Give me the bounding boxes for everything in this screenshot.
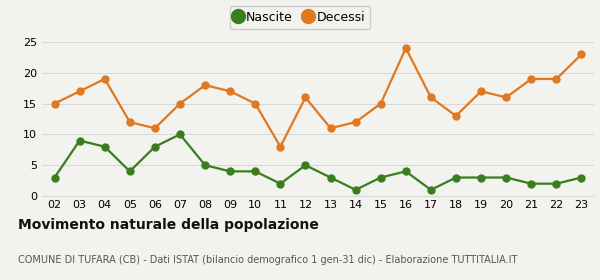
- Legend: Nascite, Decessi: Nascite, Decessi: [230, 6, 370, 29]
- Text: Movimento naturale della popolazione: Movimento naturale della popolazione: [18, 218, 319, 232]
- Text: COMUNE DI TUFARA (CB) - Dati ISTAT (bilancio demografico 1 gen-31 dic) - Elabora: COMUNE DI TUFARA (CB) - Dati ISTAT (bila…: [18, 255, 517, 265]
